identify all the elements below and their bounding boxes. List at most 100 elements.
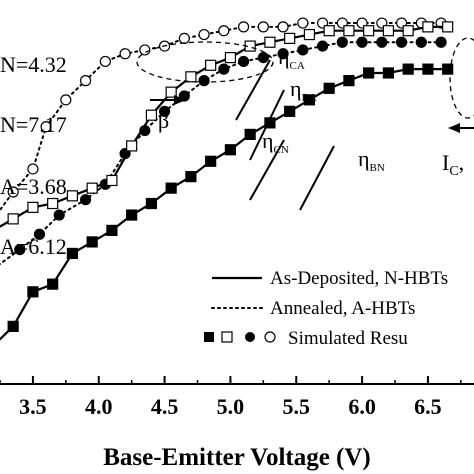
- data-point: [257, 51, 269, 64]
- data-point: [435, 36, 447, 48]
- ic-label: IC,: [442, 150, 464, 179]
- eta-symbol: η: [290, 76, 302, 101]
- eta-symbol: η: [278, 44, 290, 69]
- data-point: [218, 63, 230, 75]
- data-point: [442, 63, 454, 75]
- x-tick-label: 6.0: [348, 394, 376, 419]
- data-point: [303, 94, 316, 106]
- eta-label: ηBN: [358, 146, 385, 174]
- data-point: [382, 25, 395, 37]
- data-point: [27, 163, 39, 175]
- eta-subscript: CA: [290, 60, 305, 72]
- eta-arrow: [249, 89, 285, 161]
- x-tick-label: 5.5: [283, 394, 311, 419]
- data-point: [297, 44, 309, 56]
- eta-label: ηCN: [262, 128, 289, 156]
- data-point: [395, 36, 408, 48]
- data-point: [205, 59, 217, 71]
- data-point: [99, 55, 111, 68]
- data-point: [66, 190, 79, 202]
- data-point: [126, 209, 138, 221]
- legend: As-Deposited, N-HBTs Annealed, A-HBTs Simu…: [204, 268, 448, 349]
- legend-label: Simulated Resu: [288, 328, 408, 349]
- data-point: [442, 21, 454, 33]
- data-point: [7, 213, 19, 225]
- x-tick-label: 6.5: [414, 394, 442, 419]
- x-tick-label: 5.0: [217, 394, 245, 419]
- data-point: [79, 75, 92, 87]
- data-point: [224, 51, 237, 64]
- data-point: [205, 155, 217, 167]
- data-point: [139, 44, 151, 56]
- left-annotation: N=7.17: [0, 112, 67, 137]
- x-axis: 3.5 4.0 4.5 5.0 5.5 6.0 6.5: [0, 376, 474, 419]
- data-point: [277, 48, 289, 60]
- data-point: [145, 109, 158, 121]
- eta-symbol: η: [358, 146, 370, 171]
- left-annotation: A=6.12: [0, 234, 67, 259]
- data-point: [376, 36, 388, 48]
- legend-marker-open-square: [221, 331, 233, 343]
- data-point: [165, 86, 177, 98]
- data-point: [47, 197, 59, 210]
- data-point: [14, 244, 26, 256]
- data-point: [33, 228, 46, 240]
- data-point: [415, 36, 427, 48]
- eta-subscript: BN: [370, 162, 385, 174]
- x-tick-label: 3.5: [19, 394, 47, 419]
- ic-label-sub: C: [449, 164, 458, 179]
- data-point: [356, 36, 368, 48]
- data-point: [218, 25, 230, 37]
- eta-arrow: [249, 139, 285, 201]
- eta-subscript: BA: [302, 92, 317, 104]
- ic-label-main: I: [442, 150, 449, 175]
- eta-subscript: CN: [274, 144, 289, 156]
- data-point: [86, 182, 98, 194]
- eta-arrow: [299, 145, 335, 211]
- data-point: [165, 182, 177, 194]
- eta-arrow: [235, 59, 271, 121]
- legend-label: Annealed, A-HBTs: [270, 298, 415, 319]
- data-point: [303, 28, 316, 41]
- data-point: [297, 17, 309, 29]
- data-point: [86, 236, 98, 248]
- data-point: [47, 278, 59, 290]
- data-point: [382, 67, 395, 79]
- legend-label: As-Deposited, N-HBTs: [270, 268, 448, 289]
- left-annotation: A=3.68: [0, 174, 67, 199]
- data-point: [343, 25, 355, 37]
- data-point: [106, 174, 118, 187]
- data-point: [336, 36, 348, 48]
- data-point: [244, 128, 256, 140]
- data-point: [323, 82, 335, 94]
- data-point: [264, 36, 276, 48]
- data-point: [363, 25, 375, 37]
- data-point: [343, 75, 355, 87]
- data-point: [277, 21, 289, 33]
- data-point: [66, 247, 79, 260]
- data-point: [422, 63, 434, 75]
- data-point: [7, 320, 19, 332]
- legend-marker-open-circle: [264, 331, 276, 343]
- eta-symbol: η: [262, 128, 274, 153]
- data-point: [316, 40, 329, 52]
- ic-arrowhead: [448, 123, 460, 133]
- plot-area: [0, 17, 454, 341]
- ic-group-ellipse: [449, 37, 474, 119]
- data-point: [237, 55, 250, 68]
- data-point: [119, 48, 131, 60]
- data-point: [237, 21, 250, 33]
- beta-arrowhead: [174, 95, 186, 105]
- data-point: [284, 105, 296, 117]
- x-tick-label: 4.0: [85, 394, 113, 419]
- eta-label: ηCA: [278, 44, 305, 72]
- legend-marker-filled-circle: [245, 332, 255, 342]
- data-point: [158, 105, 171, 117]
- data-point: [422, 21, 434, 33]
- data-point: [126, 140, 138, 152]
- data-point: [7, 186, 19, 198]
- eta-label: ηBA: [290, 76, 317, 104]
- left-annotation: N=4.32: [0, 52, 67, 77]
- data-point: [185, 71, 197, 83]
